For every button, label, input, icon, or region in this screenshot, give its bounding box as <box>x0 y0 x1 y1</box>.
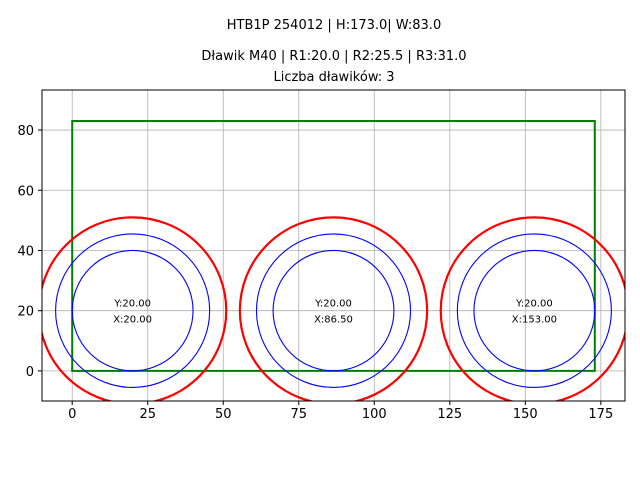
gland-y-label: Y:20.00 <box>113 299 151 310</box>
gland-circle <box>439 216 625 401</box>
plot-area: Y:20.00 X:20.00 Y:20.00 X:86.50 Y:20.00 X:153… <box>42 120 625 401</box>
y-tick-label: 0 <box>26 365 34 380</box>
x-tick-label: 100 <box>362 407 387 422</box>
title-line-3: Liczba dławików: 3 <box>273 70 394 85</box>
y-tick-label: 60 <box>17 184 34 199</box>
gland-y-label: Y:20.00 <box>515 299 553 310</box>
gland-circle <box>238 216 429 401</box>
title-line-1: HTB1P 254012 | H:173.0| W:83.0 <box>227 18 441 33</box>
gland-x-label: X:20.00 <box>113 315 152 326</box>
y-tick-label: 20 <box>17 305 34 320</box>
x-tick-label: 125 <box>437 407 462 422</box>
grid <box>42 90 625 401</box>
enclosure-rectangle <box>71 120 596 372</box>
x-tick-label: 50 <box>215 407 232 422</box>
gland-x-label: X:153.00 <box>512 315 557 326</box>
axes-frame <box>41 89 626 402</box>
gland-circle <box>42 216 228 401</box>
gland-circle <box>255 233 412 389</box>
ticks: 0 25 50 75 100 125 150 175 0 20 40 60 80 <box>17 124 613 422</box>
gland-circle <box>272 249 395 372</box>
x-tick-label: 0 <box>68 407 76 422</box>
gland-circle <box>456 233 612 389</box>
x-tick-label: 75 <box>290 407 307 422</box>
gland-circle <box>55 233 211 389</box>
title-line-2: Dławik M40 | R1:20.0 | R2:25.5 | R3:31.0 <box>201 49 466 64</box>
gland-circle <box>473 249 596 372</box>
y-tick-label: 40 <box>17 244 34 259</box>
x-tick-label: 25 <box>139 407 156 422</box>
x-tick-label: 150 <box>513 407 538 422</box>
gland-y-label: Y:20.00 <box>314 299 352 310</box>
y-tick-label: 80 <box>17 124 34 139</box>
gland-x-label: X:86.50 <box>314 315 353 326</box>
gland-circle <box>71 249 194 372</box>
x-tick-label: 175 <box>588 407 613 422</box>
